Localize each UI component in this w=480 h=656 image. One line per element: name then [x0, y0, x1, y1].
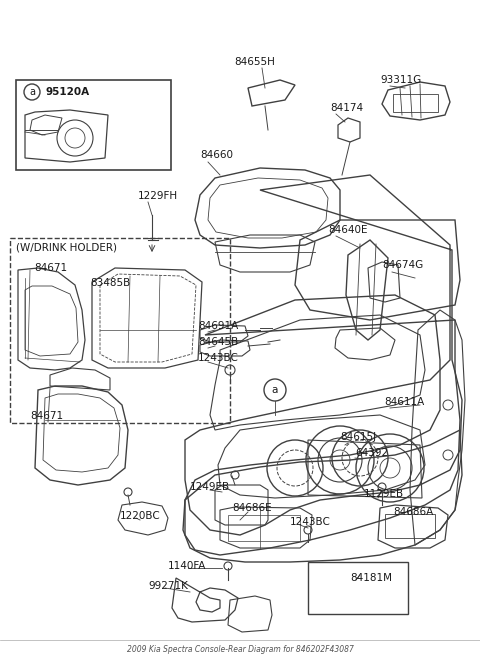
Text: 84640E: 84640E — [328, 225, 368, 235]
Text: (W/DRINK HOLDER): (W/DRINK HOLDER) — [16, 243, 117, 253]
Text: 2009 Kia Spectra Console-Rear Diagram for 846202F43087: 2009 Kia Spectra Console-Rear Diagram fo… — [127, 646, 353, 655]
Bar — [16, 80, 171, 170]
Text: 84181M: 84181M — [350, 573, 392, 583]
Text: 1140FA: 1140FA — [168, 561, 206, 571]
Text: a: a — [29, 87, 35, 97]
Text: 84671: 84671 — [30, 411, 63, 421]
Text: 84660: 84660 — [200, 150, 233, 160]
Bar — [10, 238, 230, 423]
Text: 84615J: 84615J — [340, 432, 376, 442]
Bar — [228, 515, 300, 541]
Text: 93311G: 93311G — [380, 75, 421, 85]
Bar — [385, 514, 435, 538]
Bar — [308, 562, 408, 614]
Text: 64392: 64392 — [355, 448, 388, 458]
Text: 1243BC: 1243BC — [290, 517, 331, 527]
Text: 84686E: 84686E — [232, 503, 272, 513]
Text: 84674G: 84674G — [382, 260, 423, 270]
Text: 84671: 84671 — [34, 263, 67, 273]
Text: 84645B: 84645B — [198, 337, 238, 347]
Text: 84611A: 84611A — [384, 397, 424, 407]
Text: 1229FH: 1229FH — [138, 191, 178, 201]
Text: 84174: 84174 — [330, 103, 363, 113]
Text: 84691A: 84691A — [198, 321, 238, 331]
Text: 84655H: 84655H — [234, 57, 275, 67]
Text: 84686A: 84686A — [393, 507, 433, 517]
Text: 1243BC: 1243BC — [198, 353, 239, 363]
Text: 1249EB: 1249EB — [190, 482, 230, 492]
Text: 83485B: 83485B — [90, 278, 130, 288]
Text: 95120A: 95120A — [45, 87, 89, 97]
Bar — [393, 94, 438, 112]
Text: 1129EB: 1129EB — [364, 489, 404, 499]
Text: 1220BC: 1220BC — [120, 511, 161, 521]
Text: a: a — [272, 385, 278, 395]
Text: 99271K: 99271K — [148, 581, 188, 591]
